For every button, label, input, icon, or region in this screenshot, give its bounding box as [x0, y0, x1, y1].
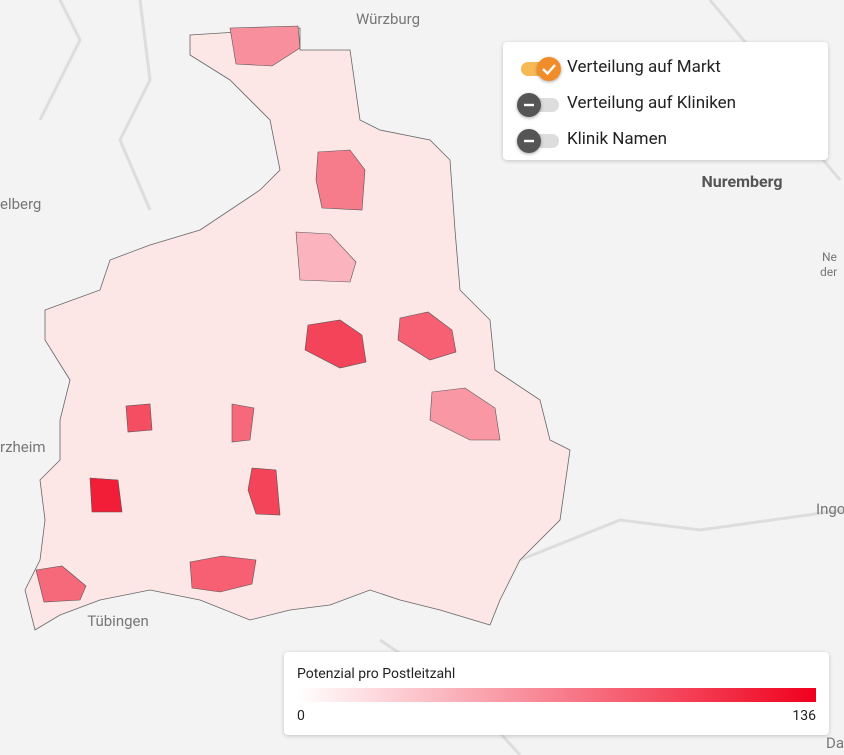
toggle-row: Verteilung auf Markt	[517, 53, 721, 81]
place-label: Da	[826, 734, 844, 752]
place-label: Ne	[822, 250, 837, 264]
region-outline	[24, 27, 571, 631]
legend-min: 0	[297, 708, 305, 724]
place-label: rzheim	[0, 438, 46, 456]
toggle-label: Verteilung auf Kliniken	[567, 93, 737, 113]
toggle-switch[interactable]	[517, 93, 559, 117]
place-label: der	[820, 265, 837, 279]
place-label: Ingo	[816, 500, 844, 518]
postcode-region	[231, 403, 255, 443]
place-label: Nuremberg	[702, 172, 783, 191]
place-label: elberg	[0, 195, 41, 213]
toggle-knob	[517, 93, 541, 117]
postcode-region	[247, 467, 281, 516]
toggle-knob	[517, 129, 541, 153]
postcode-region	[35, 565, 87, 603]
toggle-label: Verteilung auf Markt	[567, 57, 721, 77]
postcode-region	[429, 387, 501, 441]
postcode-region	[189, 555, 257, 593]
legend: Potenzial pro Postleitzahl 0 136	[284, 652, 829, 735]
postcode-region	[304, 319, 367, 369]
place-label: Tübingen	[87, 612, 149, 630]
place-label: Würzburg	[356, 10, 420, 28]
legend-max: 136	[792, 708, 816, 724]
toggle-knob	[537, 57, 561, 81]
postcode-region	[89, 477, 123, 513]
toggle-panel: Verteilung auf Markt Verteilung auf Klini…	[503, 42, 828, 160]
postcode-region	[315, 149, 366, 211]
postcode-region	[229, 25, 301, 67]
legend-gradient	[297, 688, 816, 702]
toggle-row: Klinik Namen	[517, 125, 667, 153]
postcode-region	[295, 231, 357, 283]
toggle-switch[interactable]	[517, 129, 559, 153]
legend-title: Potenzial pro Postleitzahl	[297, 666, 456, 682]
postcode-region	[397, 311, 457, 361]
toggle-label: Klinik Namen	[567, 129, 667, 149]
toggle-switch[interactable]	[517, 57, 561, 81]
toggle-row: Verteilung auf Kliniken	[517, 89, 736, 117]
postcode-region	[125, 403, 153, 433]
